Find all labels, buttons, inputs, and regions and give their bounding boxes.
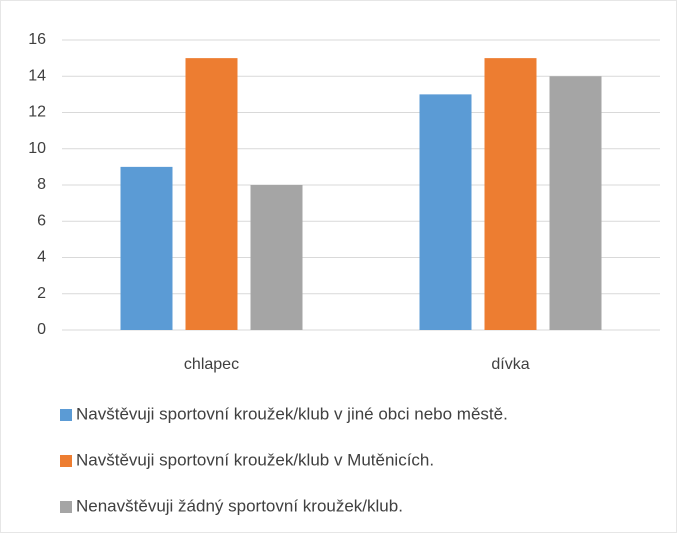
bar [549,76,602,330]
legend-swatch [60,501,72,513]
y-tick-label: 6 [37,212,46,229]
y-tick-label: 4 [37,249,46,266]
legend-swatch [60,409,72,421]
bar [185,58,238,330]
y-tick-label: 10 [28,140,46,157]
bar [484,58,537,330]
y-tick-label: 2 [37,285,46,302]
y-tick-label: 12 [28,104,46,121]
x-tick-label: dívka [491,356,529,373]
legend-label: Navštěvuji sportovní kroužek/klub v Mutě… [76,450,434,469]
bar [120,166,173,330]
y-tick-label: 14 [28,67,46,84]
y-tick-label: 0 [37,321,46,338]
y-tick-label: 16 [28,31,46,48]
legend-label: Nenavštěvuji žádný sportovní kroužek/klu… [76,496,403,515]
x-tick-label: chlapec [184,356,239,373]
legend-label: Navštěvuji sportovní kroužek/klub v jiné… [76,404,508,423]
legend-swatch [60,455,72,467]
bar [419,94,472,330]
bar [250,185,303,330]
y-tick-label: 8 [37,176,46,193]
